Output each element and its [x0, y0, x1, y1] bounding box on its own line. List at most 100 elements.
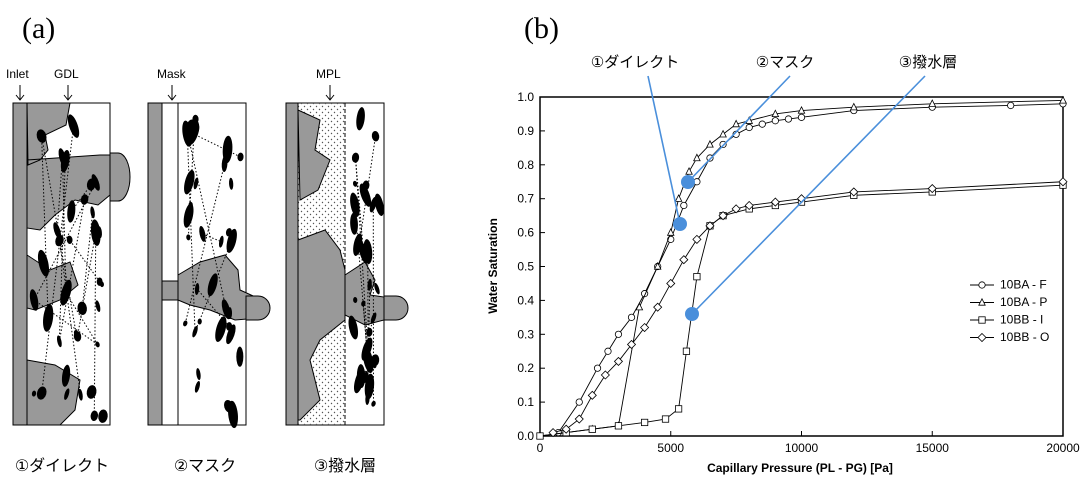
legend-label: 10BA - P: [1000, 295, 1047, 309]
y-tick-label: 0.6: [517, 226, 534, 240]
marker: [849, 187, 859, 197]
particle: [91, 174, 100, 191]
particle: [194, 381, 200, 393]
marker: [771, 109, 780, 118]
inlet-wall: [12, 102, 28, 426]
x-tick-label: 5000: [657, 441, 684, 455]
particle: [348, 315, 359, 340]
particle: [195, 120, 200, 133]
series-line: [539, 99, 1064, 437]
callout-line: [647, 75, 681, 225]
inlet-wall: [147, 102, 163, 426]
particle: [184, 169, 195, 195]
marker: [797, 113, 806, 121]
particle: [86, 385, 97, 399]
y-tick-label: 0.0: [517, 429, 534, 443]
series-line: [539, 184, 1064, 437]
particle: [236, 346, 244, 367]
connector: [33, 299, 98, 345]
marker: [978, 281, 986, 289]
y-tick-label: 0.8: [517, 158, 534, 172]
marker: [1007, 101, 1015, 110]
callout-label: ②マスク: [756, 53, 814, 71]
particle: [352, 180, 358, 187]
connector: [186, 133, 196, 332]
callout-dot: [681, 175, 695, 189]
particle: [353, 296, 358, 303]
connector: [368, 317, 375, 333]
marker: [575, 398, 583, 406]
marker: [661, 415, 670, 423]
marker: [587, 390, 597, 400]
marker: [758, 120, 766, 128]
marker: [674, 194, 683, 202]
panel-label: (a): [22, 12, 55, 45]
marker: [674, 405, 683, 413]
y-tick-label: 0.7: [517, 192, 534, 206]
particle: [371, 130, 380, 142]
marker: [641, 418, 649, 427]
connector: [41, 136, 49, 318]
series-line: [557, 103, 1064, 433]
particle: [366, 327, 373, 337]
particle: [194, 283, 200, 295]
particle: [374, 193, 384, 216]
arrow: [63, 85, 73, 101]
y-tick-label: 0.1: [517, 395, 534, 409]
particle: [371, 400, 376, 407]
y-tick-label: 0.9: [517, 124, 534, 138]
particle: [80, 194, 89, 205]
marker: [653, 302, 663, 312]
y-tick-label: 1.0: [517, 90, 534, 104]
caption: ①ダイレクト: [15, 456, 109, 475]
marker: [731, 204, 741, 214]
particle: [361, 300, 366, 307]
connector: [193, 133, 241, 158]
marker: [653, 261, 662, 270]
callout-line: [687, 75, 791, 183]
connector: [194, 240, 233, 332]
legend-label: 10BB - O: [1000, 330, 1049, 344]
marker: [745, 123, 753, 132]
particle: [186, 234, 191, 241]
marker: [536, 432, 544, 440]
marker: [732, 119, 740, 128]
x-tick-label: 20000: [1046, 441, 1080, 455]
marker: [849, 102, 858, 111]
particle: [99, 281, 104, 288]
x-tick-label: 10000: [785, 441, 819, 455]
particle: [64, 388, 70, 400]
particle: [36, 386, 47, 400]
diagrams: [12, 85, 409, 429]
marker: [771, 117, 779, 125]
series-line: [552, 181, 1064, 434]
mask-gap: [161, 280, 179, 301]
callout-line: [691, 75, 926, 315]
particle: [31, 390, 37, 397]
particle: [367, 278, 372, 291]
marker: [600, 370, 610, 380]
particle: [215, 316, 227, 342]
connector: [184, 163, 226, 324]
marker: [680, 201, 688, 210]
marker: [685, 166, 693, 175]
marker: [744, 200, 754, 211]
particle: [361, 337, 373, 361]
callout-dot: [685, 307, 699, 321]
particle: [98, 409, 108, 423]
y-tick-label: 0.3: [517, 327, 534, 341]
particle: [356, 107, 365, 131]
connector: [69, 239, 101, 282]
particle: [183, 203, 194, 228]
water: [297, 109, 346, 421]
marker: [705, 221, 715, 231]
marker: [928, 99, 937, 107]
particle: [218, 235, 224, 248]
marker: [927, 183, 937, 194]
marker: [627, 313, 636, 321]
particle: [55, 234, 64, 247]
connector: [41, 126, 75, 394]
callout-label: ①ダイレクト: [591, 53, 679, 71]
particle: [224, 400, 234, 413]
